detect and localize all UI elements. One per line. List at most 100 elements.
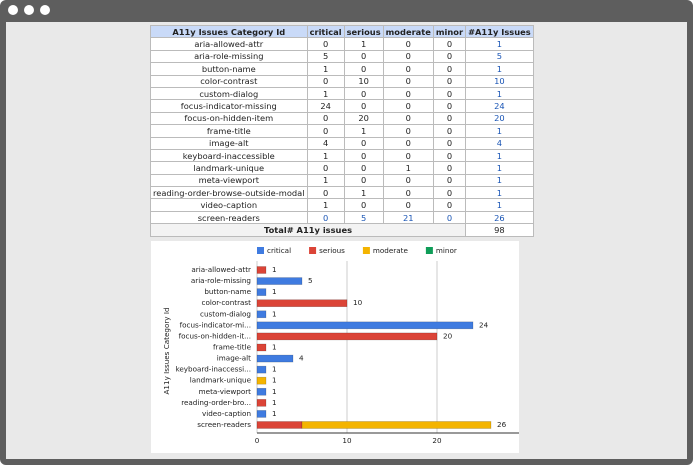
table-cell: 0 [343, 86, 384, 101]
bar-segment [256, 321, 474, 330]
table-cell: 0 [306, 210, 345, 225]
table-cell: button-name [150, 62, 308, 76]
table-cell: 0 [382, 136, 434, 150]
table-cell: 0 [382, 74, 434, 88]
table-cell: 20 [343, 111, 384, 126]
table-cell: 0 [382, 111, 434, 126]
table-cell: 1 [465, 37, 534, 51]
table-cell: 0 [432, 148, 467, 163]
bar-segment [256, 288, 267, 296]
table-cell: landmark-unique [150, 161, 308, 175]
table-cell: 1 [343, 186, 384, 200]
window-dot [24, 5, 34, 15]
table-row: aria-allowed-attr 0 1 0 0 1 [150, 37, 534, 51]
column-header: A11y Issues Category Id [150, 24, 308, 39]
table-cell: 0 [306, 37, 345, 51]
header-row: A11y Issues Category Id critical serious mo… [150, 24, 534, 39]
table-cell: 0 [432, 186, 467, 200]
table-cell: 0 [343, 99, 384, 113]
legend-swatch [257, 247, 264, 254]
bar-segment [301, 421, 492, 429]
total-label: 4 [299, 354, 304, 363]
table-row: focus-on-hidden-item 0 20 0 0 20 [150, 111, 534, 126]
column-header: #A11y Issues [465, 24, 534, 39]
table-row: landmark-unique 0 0 1 0 1 [150, 161, 534, 175]
table-row: color-contrast 0 10 0 0 10 [150, 74, 534, 88]
table-cell: color-contrast [150, 74, 308, 88]
legend-label: minor [436, 246, 457, 255]
y-tick-label: landmark-unique [190, 376, 252, 385]
table-cell: 0 [382, 173, 434, 188]
table-cell: 0 [432, 210, 467, 225]
table-cell: 1 [465, 186, 534, 200]
y-tick-label: button-name [204, 287, 251, 296]
total-label: 1 [272, 265, 277, 274]
total-label: 1 [272, 309, 277, 318]
table-cell: 4 [306, 136, 345, 150]
column-header: moderate [382, 24, 434, 39]
total-label: 1 [272, 409, 277, 418]
table-cell: 0 [432, 62, 467, 76]
total-label: 10 [353, 298, 363, 307]
y-tick-label: keyboard-inaccessi... [175, 365, 251, 374]
table-cell: aria-allowed-attr [150, 37, 308, 51]
total-label: 26 [497, 420, 507, 429]
total-label: 1 [272, 376, 277, 385]
y-axis-title: A11y Issues Category Id [162, 307, 171, 394]
table-cell: 1 [306, 173, 345, 188]
table-cell: 0 [343, 173, 384, 188]
y-tick-label: video-caption [202, 409, 251, 418]
table-cell: 1 [465, 161, 534, 175]
table-cell: 1 [382, 161, 434, 175]
table-row: button-name 1 0 0 0 1 [150, 62, 534, 76]
bar-segment [256, 354, 294, 363]
table-cell: reading-order-browse-outside-modal [150, 186, 308, 200]
bar-segment [256, 277, 303, 285]
table-cell: 0 [432, 37, 467, 51]
legend-label: critical [267, 246, 291, 255]
table-row: meta-viewport 1 0 0 0 1 [150, 173, 534, 188]
table-cell: screen-readers [150, 210, 308, 225]
total-label: 1 [272, 287, 277, 296]
total-row: Total# A11y issues 98 [149, 223, 534, 237]
total-label: 20 [443, 331, 453, 340]
table-cell: 0 [343, 49, 384, 64]
bar-segment [256, 376, 267, 385]
table-cell: 0 [306, 111, 345, 126]
table-cell: 5 [465, 49, 534, 64]
table-cell: 1 [465, 173, 534, 188]
table-cell: 0 [382, 37, 434, 51]
table-row: focus-indicator-missing 24 0 0 0 24 [150, 99, 534, 113]
total-label: 1 [272, 365, 277, 374]
bar-segment [256, 365, 267, 374]
table-cell: 1 [343, 124, 384, 138]
total-label: 24 [479, 320, 489, 329]
table-cell: 0 [306, 186, 345, 200]
legend-label: serious [319, 246, 345, 255]
table-cell: 0 [382, 124, 434, 138]
legend-swatch [362, 247, 370, 254]
total-label: Total# A11y issues [149, 223, 467, 237]
table-cell: 26 [465, 210, 534, 225]
table-cell: 10 [465, 74, 534, 88]
table-cell: 0 [343, 62, 384, 76]
window-dot [8, 5, 18, 15]
legend-swatch [309, 247, 317, 254]
x-tick-label: 10 [342, 436, 352, 445]
table-cell: 0 [306, 74, 345, 88]
y-tick-label: frame-title [213, 342, 252, 351]
y-tick-label: focus-indicator-mi... [180, 320, 251, 329]
table-cell: focus-indicator-missing [150, 99, 308, 113]
table-cell: image-alt [150, 136, 308, 150]
table-cell: 1 [465, 124, 534, 138]
bar-segment [256, 266, 267, 274]
table-cell: 5 [306, 49, 345, 64]
table-cell: 24 [465, 99, 534, 113]
y-tick-label: image-alt [217, 354, 251, 363]
table-cell: 0 [432, 74, 467, 88]
issues-table: A11y Issues Category Id critical serious mo… [149, 24, 534, 237]
table-cell: 1 [465, 148, 534, 163]
table-cell: keyboard-inaccessible [150, 148, 308, 163]
table-cell: 21 [382, 210, 434, 225]
bar-segment [256, 399, 267, 407]
